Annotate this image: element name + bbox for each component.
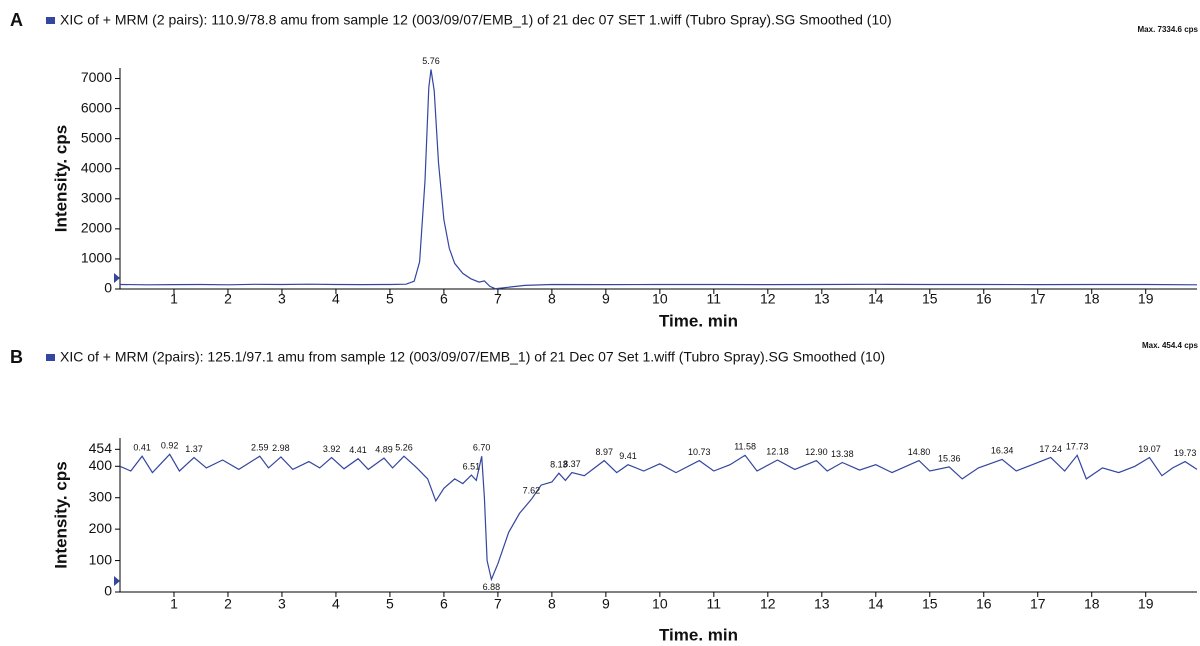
x-tick-label: 10 xyxy=(652,291,668,307)
x-axis-title: Time. min xyxy=(659,625,738,644)
x-tick-label: 13 xyxy=(814,291,830,307)
x-tick-label: 7 xyxy=(494,596,502,612)
x-tick-label: 2 xyxy=(224,291,232,307)
y-tick-label: 400 xyxy=(89,457,113,473)
x-tick-label: 12 xyxy=(760,291,776,307)
x-tick-label: 6 xyxy=(440,596,448,612)
y-tick-label: 0 xyxy=(104,583,112,599)
peak-label: 5.26 xyxy=(395,443,413,453)
x-tick-label: 15 xyxy=(922,596,938,612)
legend-swatch xyxy=(46,17,55,24)
y-tick-label: 5000 xyxy=(81,129,112,145)
axis-marker xyxy=(114,576,120,586)
y-tick-label: 2000 xyxy=(81,220,112,236)
peak-label: 8.37 xyxy=(563,459,581,469)
peak-label: 19.07 xyxy=(1138,444,1161,454)
x-tick-label: 14 xyxy=(868,291,884,307)
x-tick-label: 4 xyxy=(332,291,340,307)
y-axis-title: Intensity. cps xyxy=(51,461,70,568)
x-tick-label: 9 xyxy=(602,291,610,307)
max-label: Max. 7334.6 cps xyxy=(1138,25,1199,34)
peak-label: 13.38 xyxy=(831,449,854,459)
x-tick-label: 11 xyxy=(707,291,722,307)
x-tick-label: 8 xyxy=(548,596,556,612)
peak-label: 6.70 xyxy=(473,443,491,453)
peak-label: 3.92 xyxy=(323,444,341,454)
y-axis-title: Intensity. cps xyxy=(51,125,70,232)
chart-title: XIC of + MRM (2pairs): 125.1/97.1 amu fr… xyxy=(60,349,885,365)
legend-swatch xyxy=(46,354,55,361)
x-tick-label: 15 xyxy=(922,291,938,307)
y-tick-label: 4000 xyxy=(81,159,112,175)
peak-label: 6.51 xyxy=(463,461,481,471)
peak-label: 10.73 xyxy=(688,447,711,457)
peak-label: 4.89 xyxy=(375,444,393,454)
x-tick-label: 19 xyxy=(1138,596,1154,612)
x-tick-label: 1 xyxy=(170,596,178,612)
peak-label: 7.62 xyxy=(523,486,541,496)
peak-label: 8.97 xyxy=(595,447,613,457)
chart-title: XIC of + MRM (2 pairs): 110.9/78.8 amu f… xyxy=(60,12,892,28)
y-tick-label: 6000 xyxy=(81,99,112,115)
peak-label: 6.88 xyxy=(483,582,501,592)
x-tick-label: 5 xyxy=(386,596,394,612)
peak-label: 5.76 xyxy=(422,56,440,66)
peak-label: 17.73 xyxy=(1066,442,1089,452)
peak-label: 0.41 xyxy=(133,443,151,453)
x-tick-label: 6 xyxy=(440,291,448,307)
y-tick-label: 0 xyxy=(104,280,112,296)
data-line xyxy=(119,69,1198,290)
panel-label: A xyxy=(10,10,23,30)
x-tick-label: 11 xyxy=(707,596,722,612)
max-label: Max. 454.4 cps xyxy=(1142,341,1199,350)
peak-label: 16.34 xyxy=(991,446,1014,456)
panel-label: B xyxy=(10,347,23,367)
x-axis-title: Time. min xyxy=(659,311,738,330)
peak-label: 17.24 xyxy=(1039,444,1062,454)
peak-label: 19.73 xyxy=(1174,448,1197,458)
peak-label: 2.59 xyxy=(251,443,269,453)
x-tick-label: 16 xyxy=(976,291,992,307)
peak-label: 11.58 xyxy=(734,442,756,452)
y-tick-label: 100 xyxy=(89,551,113,567)
x-tick-label: 2 xyxy=(224,596,232,612)
y-tick-label: 200 xyxy=(89,520,113,536)
x-tick-label: 10 xyxy=(652,596,668,612)
x-tick-label: 4 xyxy=(332,596,340,612)
x-tick-label: 18 xyxy=(1084,291,1100,307)
x-tick-label: 19 xyxy=(1138,291,1154,307)
peak-label: 0.92 xyxy=(161,441,179,451)
axis-marker xyxy=(114,273,120,283)
peak-label: 12.18 xyxy=(766,446,789,456)
x-tick-label: 7 xyxy=(494,291,502,307)
x-tick-label: 8 xyxy=(548,291,556,307)
x-tick-label: 17 xyxy=(1030,596,1046,612)
x-tick-label: 13 xyxy=(814,596,830,612)
x-tick-label: 18 xyxy=(1084,596,1100,612)
data-line xyxy=(119,453,1198,582)
peak-label: 15.36 xyxy=(938,453,961,463)
x-tick-label: 3 xyxy=(278,596,286,612)
peak-label: 9.41 xyxy=(619,451,637,461)
peak-label: 14.80 xyxy=(908,447,931,457)
x-tick-label: 17 xyxy=(1030,291,1046,307)
peak-label: 1.37 xyxy=(185,444,203,454)
peak-label: 2.98 xyxy=(272,443,290,453)
y-tick-label: 454 xyxy=(89,440,113,456)
x-tick-label: 9 xyxy=(602,596,610,612)
y-tick-label: 7000 xyxy=(81,69,112,85)
y-tick-label: 1000 xyxy=(81,250,112,266)
x-tick-label: 14 xyxy=(868,596,884,612)
peak-label: 4.41 xyxy=(349,445,367,455)
x-tick-label: 12 xyxy=(760,596,776,612)
y-tick-label: 300 xyxy=(89,488,113,504)
x-tick-label: 5 xyxy=(386,291,394,307)
x-tick-label: 3 xyxy=(278,291,286,307)
peak-label: 8.13 xyxy=(550,460,568,470)
peak-label: 12.90 xyxy=(805,447,828,457)
x-tick-label: 16 xyxy=(976,596,992,612)
x-tick-label: 1 xyxy=(170,291,178,307)
y-tick-label: 3000 xyxy=(81,189,112,205)
